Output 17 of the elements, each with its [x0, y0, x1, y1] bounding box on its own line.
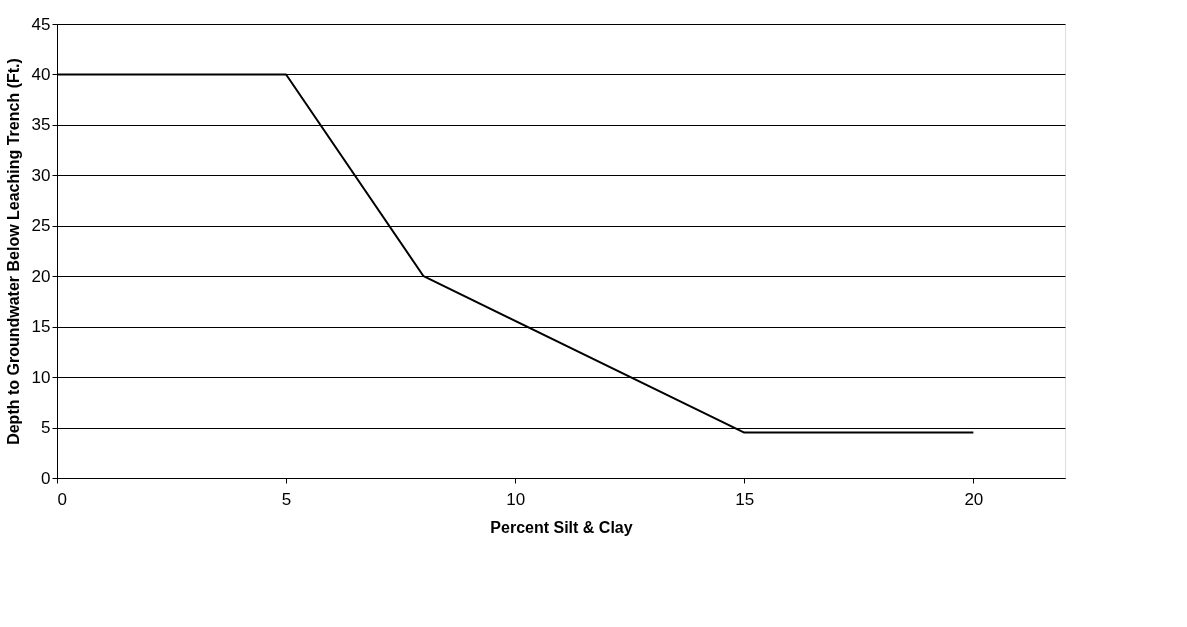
y-tick-label: 35: [31, 115, 51, 135]
x-tick-label: 15: [735, 489, 755, 509]
y-tick-label: 25: [31, 216, 51, 236]
x-axis-title: Percent Silt & Clay: [490, 518, 633, 536]
x-tick-label: 5: [281, 489, 292, 509]
y-tick-label: 45: [31, 14, 51, 34]
y-tick-label: 30: [31, 165, 51, 185]
x-tick-label: 10: [506, 489, 526, 509]
y-tick-label: 10: [31, 367, 51, 387]
y-tick-label: 0: [41, 468, 51, 488]
y-axis-title: Depth to Groundwater Below Leaching Trench (Ft.): [4, 58, 22, 445]
x-tick-label: 20: [964, 489, 984, 509]
y-tick-label: 40: [31, 64, 51, 84]
y-tick-label: 20: [31, 266, 51, 286]
y-tick-label: 5: [41, 418, 51, 438]
y-tick-label: 15: [31, 317, 51, 337]
x-tick-label: 0: [57, 489, 67, 509]
